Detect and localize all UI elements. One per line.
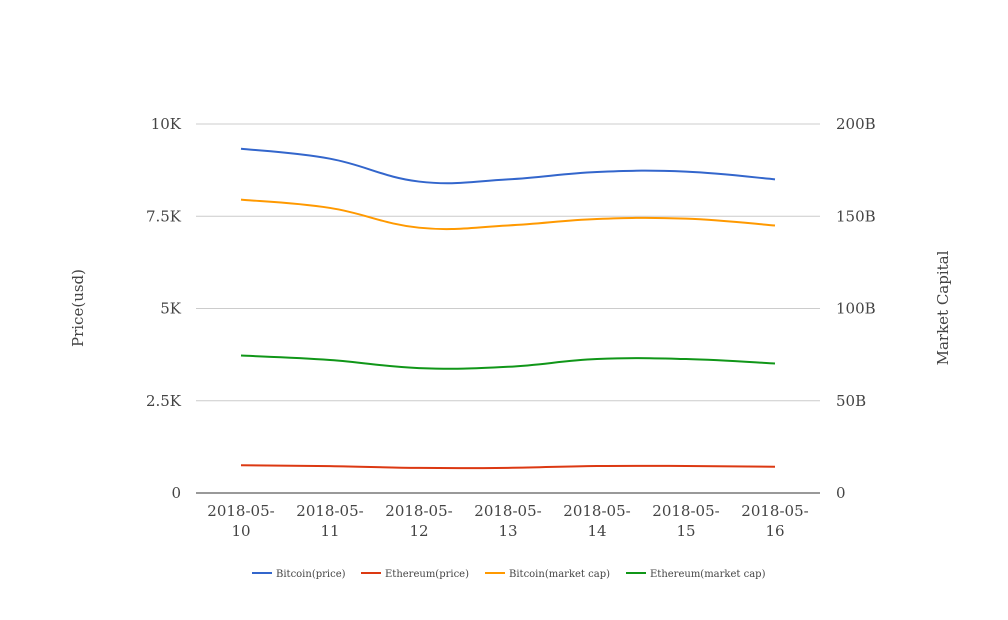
y-right-tick-label: 200B	[836, 115, 876, 133]
y-left-tick-label: 10K	[151, 115, 182, 133]
series-line-bitcoin-price	[240, 147, 776, 185]
y-left-tick-label: 7.5K	[146, 207, 182, 225]
gridlines	[196, 123, 820, 494]
y-right-tick-label: 50B	[836, 392, 866, 410]
y-right-tick-label: 100B	[836, 300, 876, 318]
y-left-tick-label: 5K	[160, 300, 182, 318]
y-left-tick-label: 2.5K	[146, 392, 182, 410]
x-tick-label: 2018-05-16	[741, 502, 808, 540]
series-line-ethereum-market-cap	[240, 354, 776, 370]
y-axis-right-title: Market Capital	[934, 250, 952, 365]
y-axis-right: 0 50B 100B 150B 200B	[836, 115, 876, 502]
legend-label: Bitcoin(price)	[276, 569, 346, 580]
x-tick-label: 2018-05-12	[385, 502, 452, 540]
series-line-ethereum-price	[240, 464, 776, 470]
legend-label: Ethereum(market cap)	[650, 569, 766, 580]
x-tick-label: 2018-05-14	[563, 502, 630, 540]
series-lines	[240, 147, 776, 470]
legend-item-ethereum-price[interactable]: Ethereum(price)	[361, 569, 469, 580]
y-left-tick-label: 0	[171, 484, 181, 502]
legend-label: Bitcoin(market cap)	[509, 569, 610, 580]
series-line-bitcoin-market-cap	[240, 198, 776, 231]
x-tick-label: 2018-05-11	[296, 502, 363, 540]
x-tick-label: 2018-05-10	[207, 502, 274, 540]
legend-label: Ethereum(price)	[385, 569, 469, 580]
legend-item-bitcoin-price[interactable]: Bitcoin(price)	[252, 569, 346, 580]
y-right-tick-label: 150B	[836, 207, 876, 225]
y-right-tick-label: 0	[836, 484, 846, 502]
legend[interactable]: Bitcoin(price) Ethereum(price) Bitcoin(mar…	[252, 569, 766, 580]
x-axis: 2018-05-10 2018-05-11 2018-05-12 2018-05-13…	[207, 502, 808, 540]
y-axis-left: 0 2.5K 5K 7.5K 10K	[146, 115, 182, 502]
x-tick-label: 2018-05-15	[652, 502, 719, 540]
x-tick-label: 2018-05-13	[474, 502, 541, 540]
legend-item-ethereum-market-cap[interactable]: Ethereum(market cap)	[626, 569, 766, 580]
legend-item-bitcoin-market-cap[interactable]: Bitcoin(market cap)	[485, 569, 610, 580]
y-axis-left-title: Price(usd)	[69, 269, 87, 347]
